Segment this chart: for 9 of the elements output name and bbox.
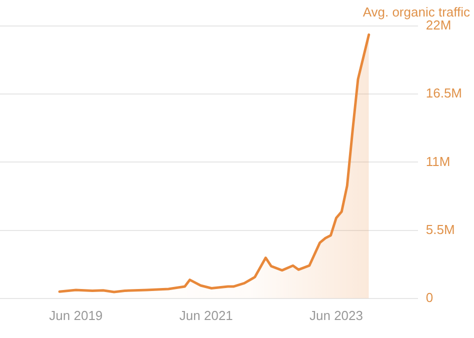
y-axis-title: Avg. organic traffic <box>362 4 470 20</box>
y-tick-label: 5.5M <box>426 222 455 237</box>
y-tick-label: 22M <box>426 18 452 33</box>
y-tick-label: 11M <box>426 154 450 169</box>
x-tick-label: Jun 2019 <box>49 308 103 323</box>
y-tick-label: 0 <box>426 290 434 305</box>
x-tick-label: Jun 2021 <box>179 308 233 323</box>
x-tick-label: Jun 2023 <box>310 308 364 323</box>
y-tick-label: 16.5M <box>426 86 462 101</box>
